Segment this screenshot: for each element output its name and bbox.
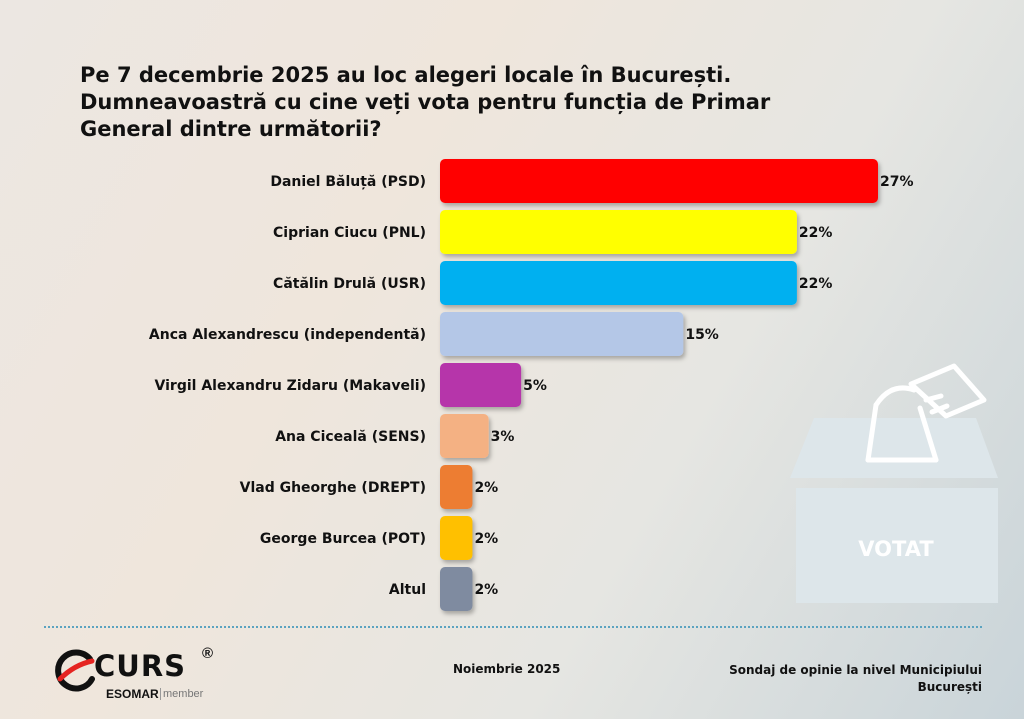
bar-0: [440, 159, 878, 203]
value-label-7: 2%: [474, 531, 498, 547]
value-label-1: 22%: [799, 225, 833, 241]
category-label-8: Altul: [389, 582, 426, 598]
category-label-3: Anca Alexandrescu (independentă): [149, 327, 426, 343]
bar-6: [440, 465, 473, 509]
footer-source-line-1: Sondaj de opinie la nivel Municipiului: [729, 663, 982, 677]
value-label-6: 2%: [474, 480, 498, 496]
ballot-box-icon: VOTAT: [790, 363, 998, 603]
bar-7: [440, 516, 473, 560]
logo-registered-mark: ®: [202, 645, 214, 662]
footer-source-line-2: București: [917, 680, 982, 694]
category-label-4: Virgil Alexandru Zidaru (Makaveli): [155, 378, 426, 394]
curs-swoosh-icon: [55, 649, 95, 692]
bar-8: [440, 567, 473, 611]
value-label-2: 22%: [799, 276, 833, 292]
category-label-0: Daniel Băluță (PSD): [270, 174, 426, 190]
bar-2: [440, 261, 797, 305]
ballot-box-body: [796, 488, 998, 603]
value-label-4: 5%: [523, 378, 547, 394]
footer-date: Noiembrie 2025: [453, 662, 561, 676]
title-line-1: Pe 7 decembrie 2025 au loc alegeri local…: [80, 63, 732, 87]
ballot-box-label: VOTAT: [858, 537, 934, 561]
bar-3: [440, 312, 684, 356]
logo-name: CURS: [94, 649, 187, 683]
ballot-box-lid: [790, 418, 998, 478]
title-line-2: Dumneavoastră cu cine veți vota pentru f…: [80, 90, 771, 114]
value-label-3: 15%: [685, 327, 719, 343]
title-line-3: General dintre următorii?: [80, 117, 382, 141]
footer-divider: [44, 626, 982, 628]
category-label-7: George Burcea (POT): [260, 531, 426, 547]
logo-esomar: ESOMAR: [106, 687, 159, 701]
value-label-0: 27%: [880, 174, 914, 190]
logo-member: member: [160, 688, 203, 700]
bar-4: [440, 363, 522, 407]
curs-logo: CURS ® ESOMAR member: [52, 645, 232, 705]
value-label-5: 3%: [491, 429, 515, 445]
category-label-2: Cătălin Drulă (USR): [273, 276, 426, 292]
hand-ballot-icon: [865, 363, 987, 463]
footer-source: Sondaj de opinie la nivel Municipiului B…: [729, 662, 982, 696]
category-label-5: Ana Ciceală (SENS): [275, 429, 426, 445]
category-label-1: Ciprian Ciucu (PNL): [273, 225, 426, 241]
chart-title: Pe 7 decembrie 2025 au loc alegeri local…: [80, 62, 880, 143]
category-label-6: Vlad Gheorghe (DREPT): [240, 480, 426, 496]
value-label-8: 2%: [474, 582, 498, 598]
bar-1: [440, 210, 797, 254]
bar-5: [440, 414, 489, 458]
